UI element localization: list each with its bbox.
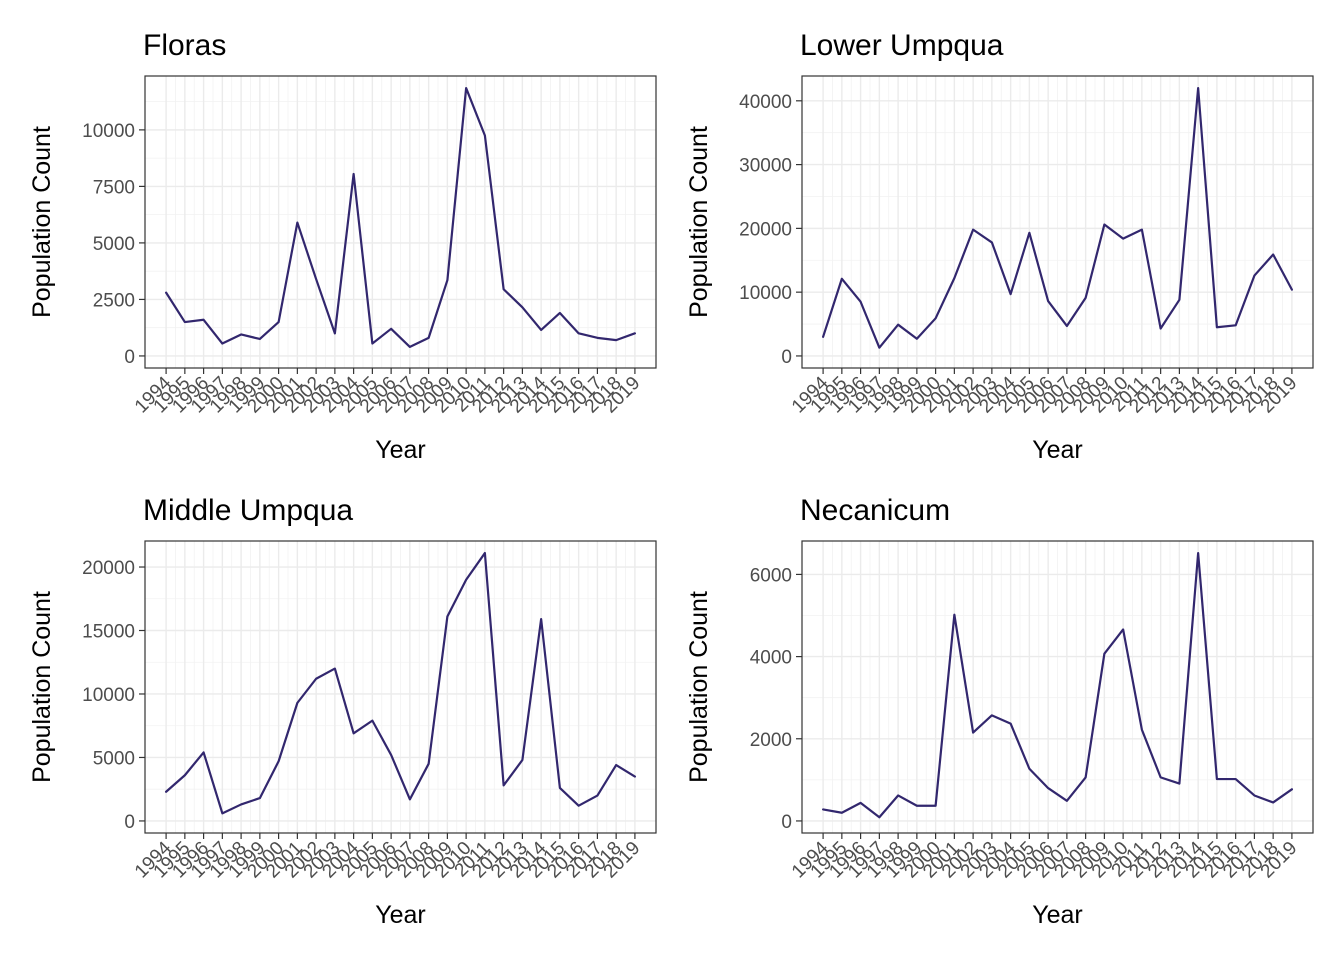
y-tick-label: 15000 xyxy=(82,622,135,643)
y-tick-label: 10000 xyxy=(82,121,135,142)
y-tick-label: 2000 xyxy=(750,730,792,751)
y-axis-label: Population Count xyxy=(685,591,713,783)
chart-title: Middle Umpqua xyxy=(143,494,353,527)
series-line xyxy=(165,551,637,815)
y-tick-label: 7500 xyxy=(93,177,135,198)
chart-title: Necanicum xyxy=(800,494,950,527)
panel-border xyxy=(144,540,657,834)
y-tick-label: 40000 xyxy=(739,92,792,113)
chart-panel-1: 0250050007500100001994199519961997199819… xyxy=(28,29,657,464)
x-axis-label: Year xyxy=(375,436,426,464)
y-axis-label: Population Count xyxy=(685,126,713,318)
y-axis-label: Population Count xyxy=(28,591,56,783)
panel-border xyxy=(801,75,1314,369)
x-axis-label: Year xyxy=(1032,901,1083,929)
chart-title: Floras xyxy=(143,29,226,62)
y-tick-label: 4000 xyxy=(750,648,792,669)
y-tick-label: 30000 xyxy=(739,156,792,177)
y-tick-label: 2500 xyxy=(93,290,135,311)
series-line xyxy=(821,551,1294,819)
y-tick-label: 0 xyxy=(124,812,135,833)
series-line xyxy=(821,86,1294,349)
y-tick-label: 0 xyxy=(124,347,135,368)
y-tick-label: 5000 xyxy=(93,234,135,255)
series-line xyxy=(165,86,637,348)
panel-border xyxy=(801,540,1314,834)
chart-panel-3: 0500010000150002000019941995199619971998… xyxy=(28,494,657,929)
y-tick-label: 20000 xyxy=(739,219,792,240)
x-axis-label: Year xyxy=(1032,436,1083,464)
y-tick-label: 10000 xyxy=(82,685,135,706)
chart-title: Lower Umpqua xyxy=(800,29,1004,62)
x-axis-label: Year xyxy=(375,901,426,929)
y-tick-label: 10000 xyxy=(739,283,792,304)
panel-border xyxy=(144,75,657,369)
y-tick-label: 20000 xyxy=(82,558,135,579)
y-tick-label: 5000 xyxy=(93,748,135,769)
chart-panel-2: 0100002000030000400001994199519961997199… xyxy=(685,29,1314,464)
y-tick-label: 0 xyxy=(781,812,792,833)
y-tick-label: 6000 xyxy=(750,565,792,586)
y-tick-label: 0 xyxy=(781,347,792,368)
chart-panel-4: 0200040006000199419951996199719981999200… xyxy=(685,494,1314,929)
y-axis-label: Population Count xyxy=(28,126,56,318)
